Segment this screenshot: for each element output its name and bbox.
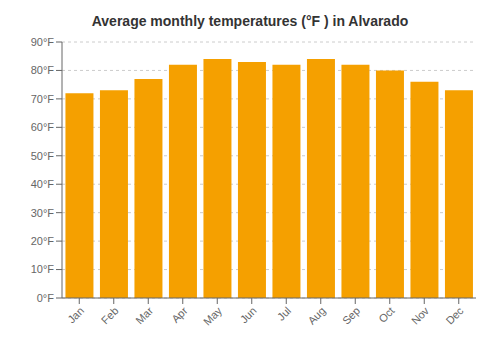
- svg-text:May: May: [201, 304, 225, 328]
- svg-text:60°F: 60°F: [31, 121, 55, 133]
- svg-text:Jun: Jun: [238, 304, 259, 325]
- svg-text:Jul: Jul: [275, 304, 293, 322]
- svg-text:30°F: 30°F: [31, 207, 55, 219]
- svg-text:80°F: 80°F: [31, 64, 55, 76]
- svg-text:0°F: 0°F: [37, 292, 55, 304]
- svg-text:50°F: 50°F: [31, 150, 55, 162]
- svg-text:Oct: Oct: [376, 304, 397, 325]
- svg-text:90°F: 90°F: [31, 36, 55, 48]
- svg-text:70°F: 70°F: [31, 93, 55, 105]
- svg-text:10°F: 10°F: [31, 263, 55, 275]
- svg-text:20°F: 20°F: [31, 235, 55, 247]
- svg-text:Aug: Aug: [305, 304, 327, 326]
- svg-text:Mar: Mar: [133, 304, 155, 326]
- svg-text:Jan: Jan: [65, 304, 86, 325]
- svg-text:Dec: Dec: [443, 304, 466, 327]
- svg-text:Feb: Feb: [99, 304, 121, 326]
- html-text:Average monthly temperatures (: Average monthly temperatures (°F ) in Al…: [91, 13, 409, 29]
- svg-text:Sep: Sep: [340, 304, 362, 326]
- svg-text:Nov: Nov: [409, 304, 432, 327]
- svg-text:40°F: 40°F: [31, 178, 55, 190]
- svg-text:Apr: Apr: [169, 304, 190, 325]
